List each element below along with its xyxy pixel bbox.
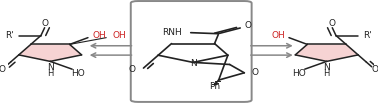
Text: H: H bbox=[324, 69, 330, 78]
Polygon shape bbox=[295, 44, 358, 61]
Text: O: O bbox=[41, 19, 48, 28]
Text: N: N bbox=[323, 63, 330, 72]
Text: RNH: RNH bbox=[162, 28, 181, 37]
FancyBboxPatch shape bbox=[131, 1, 252, 102]
Text: HO: HO bbox=[71, 69, 85, 78]
Text: O: O bbox=[371, 65, 378, 74]
Text: N: N bbox=[47, 63, 54, 72]
Text: O: O bbox=[0, 65, 6, 74]
Polygon shape bbox=[19, 44, 82, 61]
Text: OH: OH bbox=[112, 31, 126, 40]
Text: OH: OH bbox=[92, 31, 106, 40]
Text: HO: HO bbox=[292, 69, 306, 78]
Text: H: H bbox=[47, 69, 53, 78]
Text: OH: OH bbox=[271, 31, 285, 40]
Text: R': R' bbox=[5, 31, 14, 40]
Text: O: O bbox=[252, 68, 259, 77]
Text: O: O bbox=[244, 21, 251, 30]
Text: N: N bbox=[190, 59, 197, 68]
Text: Ph: Ph bbox=[209, 82, 221, 91]
Text: O: O bbox=[129, 65, 136, 74]
Text: R': R' bbox=[363, 31, 372, 40]
Text: O: O bbox=[329, 19, 336, 28]
